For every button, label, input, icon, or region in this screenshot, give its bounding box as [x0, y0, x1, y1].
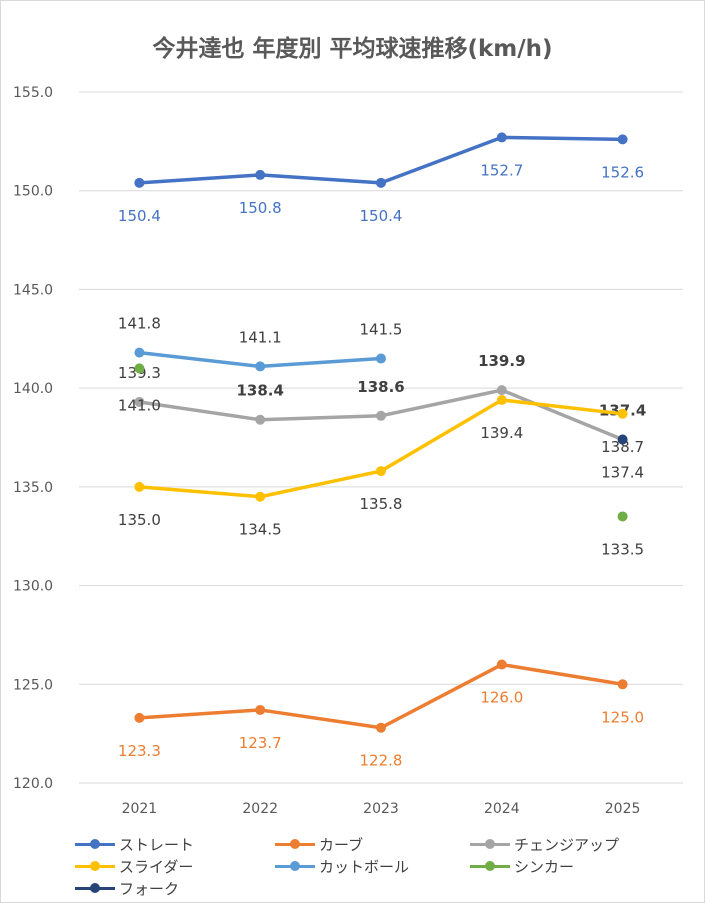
data-label: 122.8 — [360, 752, 403, 770]
legend-label: チェンジアップ — [514, 835, 620, 854]
data-label: 135.8 — [360, 495, 403, 513]
data-point — [617, 679, 628, 690]
data-point — [376, 410, 386, 421]
x-tick-label: 2024 — [484, 801, 520, 817]
legend-label: シンカー — [514, 857, 575, 876]
legend-label: カットボール — [319, 857, 410, 876]
data-label: 139.4 — [480, 424, 523, 442]
y-tick-label: 150.0 — [13, 184, 53, 200]
data-label: 139.9 — [478, 352, 525, 370]
data-label: 150.8 — [239, 199, 282, 217]
data-point — [134, 363, 145, 374]
legend-label: スライダー — [119, 857, 194, 876]
x-tick-label: 2022 — [242, 801, 278, 817]
data-point — [255, 704, 266, 715]
data-point — [376, 466, 386, 477]
legend-label: ストレート — [119, 835, 195, 854]
data-point — [376, 722, 386, 733]
legend-item: フォーク — [75, 877, 179, 899]
data-point — [496, 659, 507, 670]
x-tick-label: 2023 — [363, 801, 399, 817]
data-point — [134, 396, 145, 407]
legend-swatch-icon — [470, 838, 510, 850]
y-tick-label: 145.0 — [13, 282, 53, 298]
data-label: 152.7 — [480, 161, 523, 179]
series-line — [139, 135, 623, 185]
data-label: 138.6 — [357, 378, 404, 396]
data-point — [617, 511, 628, 522]
data-label: 134.5 — [239, 521, 282, 539]
legend-item: カットボール — [275, 855, 409, 877]
data-point — [134, 347, 145, 358]
x-tick-label: 2021 — [122, 801, 158, 817]
legend-label: フォーク — [119, 879, 180, 898]
data-label: 135.0 — [118, 511, 161, 529]
data-label: 133.5 — [601, 540, 644, 558]
legend-swatch-icon — [275, 838, 315, 850]
data-label: 138.7 — [601, 438, 644, 456]
data-point — [255, 361, 266, 372]
data-label: 150.4 — [360, 207, 403, 225]
data-point — [496, 394, 507, 405]
legend-item: スライダー — [75, 855, 193, 877]
legend-swatch-icon — [75, 838, 115, 850]
legend-item: シンカー — [470, 855, 574, 877]
data-label: 141.5 — [360, 321, 403, 339]
y-tick-label: 130.0 — [13, 579, 53, 595]
y-tick-label: 155.0 — [13, 85, 53, 101]
legend-item: チェンジアップ — [470, 833, 619, 855]
y-tick-label: 120.0 — [13, 776, 53, 792]
legend-swatch-icon — [275, 860, 315, 872]
data-point — [255, 414, 266, 425]
data-point — [134, 712, 145, 723]
y-tick-label: 135.0 — [13, 480, 53, 496]
data-point — [496, 132, 507, 143]
data-point — [376, 353, 386, 364]
data-label: 123.3 — [118, 742, 161, 760]
data-label: 141.8 — [118, 315, 161, 333]
data-point — [134, 481, 145, 492]
y-tick-label: 125.0 — [13, 677, 53, 693]
data-label: 141.0 — [118, 396, 161, 414]
legend-item: ストレート — [75, 833, 194, 855]
data-point — [255, 491, 266, 502]
data-label: 150.4 — [118, 207, 161, 225]
y-tick-label: 140.0 — [13, 381, 53, 397]
legend-swatch-icon — [75, 882, 115, 894]
legend-item: カーブ — [275, 833, 363, 855]
legend-label: カーブ — [319, 835, 364, 854]
data-label: 141.1 — [239, 328, 282, 346]
data-point — [376, 177, 386, 188]
data-label: 123.7 — [239, 734, 282, 752]
data-point — [617, 434, 628, 445]
data-point — [617, 134, 628, 145]
data-label: 152.6 — [601, 163, 644, 181]
legend-swatch-icon — [75, 860, 115, 872]
series-line — [139, 662, 623, 730]
data-point — [134, 177, 145, 188]
data-label: 125.0 — [601, 708, 644, 726]
data-point — [617, 408, 628, 419]
data-label: 138.4 — [236, 382, 283, 400]
data-label: 126.0 — [480, 689, 523, 707]
data-point — [496, 385, 507, 396]
chart-title: 今井達也 年度別 平均球速推移(km/h) — [152, 36, 553, 62]
data-label: 137.4 — [601, 463, 644, 481]
legend-swatch-icon — [470, 860, 510, 872]
x-tick-label: 2025 — [605, 801, 641, 817]
data-point — [255, 169, 266, 180]
